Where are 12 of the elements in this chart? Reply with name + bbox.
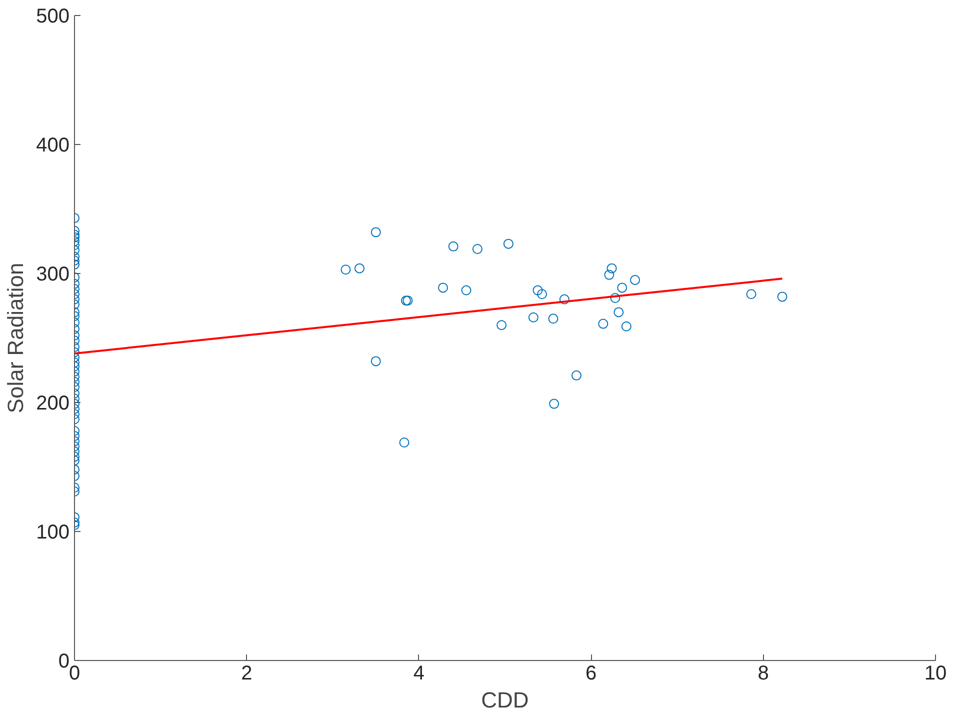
x-tick-label: 6 <box>586 662 597 684</box>
y-tick-label: 400 <box>36 134 70 156</box>
y-tick-label: 200 <box>36 392 70 414</box>
x-tick-label: 8 <box>758 662 769 684</box>
x-tick-label: 10 <box>924 662 947 684</box>
x-axis-title: CDD <box>481 688 529 712</box>
y-tick-label: 500 <box>36 6 70 28</box>
y-tick-label: 100 <box>36 522 70 544</box>
y-tick-label: 300 <box>36 264 70 286</box>
x-tick-label: 4 <box>413 662 424 684</box>
y-axis-title: Solar Radiation <box>3 262 28 414</box>
x-tick-label: 2 <box>241 662 252 684</box>
